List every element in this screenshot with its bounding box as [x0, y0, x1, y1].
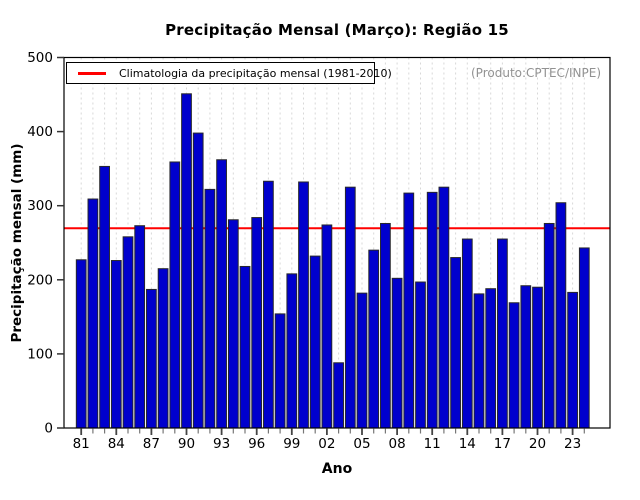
- bar-84: [110, 260, 122, 429]
- bar-95: [239, 265, 251, 429]
- bar-00: [298, 181, 309, 429]
- x-axis-title: Ano: [321, 461, 353, 477]
- x-tick-label: 11: [424, 436, 441, 452]
- y-tick-label: 400: [27, 124, 53, 140]
- x-tick-label: 02: [318, 436, 335, 452]
- bar-08: [391, 277, 403, 429]
- bar-16: [485, 288, 497, 429]
- bar-19: [520, 285, 532, 429]
- x-tick-label: 05: [353, 436, 370, 452]
- chart-title: Precipitação Mensal (Março): Região 15: [165, 21, 509, 39]
- x-tick-label: 23: [564, 436, 581, 452]
- bar-82: [87, 198, 99, 429]
- bar-11: [426, 191, 438, 429]
- bar-06: [368, 249, 380, 429]
- bar-97: [263, 180, 274, 429]
- bar-92: [204, 188, 216, 429]
- bar-02: [321, 224, 333, 429]
- x-tick-label: 14: [459, 436, 476, 452]
- x-tick-label: 20: [529, 436, 546, 452]
- bar-23: [567, 291, 578, 429]
- bar-94: [227, 219, 239, 429]
- x-tick-label: 93: [213, 436, 230, 452]
- bar-03: [333, 362, 344, 429]
- bar-12: [438, 186, 450, 429]
- x-tick-label: 87: [143, 436, 160, 452]
- y-tick-label: 200: [27, 272, 53, 288]
- y-tick-label: 0: [44, 421, 53, 437]
- bar-04: [344, 186, 356, 429]
- x-tick-label: 08: [389, 436, 406, 452]
- bar-93: [216, 159, 227, 429]
- bar-09: [403, 192, 415, 429]
- x-tick-label: 17: [494, 436, 511, 452]
- bar-88: [157, 268, 169, 429]
- bar-18: [508, 302, 520, 429]
- bar-83: [99, 165, 110, 429]
- bar-22: [555, 202, 567, 429]
- bars-group: [75, 93, 590, 429]
- x-tick-label: 84: [108, 436, 125, 452]
- bar-99: [286, 273, 298, 429]
- y-axis-ticks: 0 100 200 300 400 500: [27, 50, 64, 437]
- y-axis-title: Precipitação mensal (mm): [9, 143, 25, 343]
- bar-81: [75, 259, 87, 429]
- plot-frame: [63, 56, 611, 429]
- bar-07: [380, 222, 391, 429]
- legend: Climatologia da precipitação mensal (198…: [66, 62, 392, 84]
- bar-20: [532, 286, 543, 429]
- bar-89: [169, 161, 181, 429]
- x-axis-ticks: 81 84 87 90 93 96 99 02 05 08 11 14 17 20 23: [73, 428, 585, 452]
- bar-85: [122, 236, 134, 429]
- x-tick-label: 96: [248, 436, 265, 452]
- x-tick-label: 90: [178, 436, 195, 452]
- bar-10: [415, 281, 426, 429]
- x-tick-label: 81: [73, 436, 90, 452]
- y-tick-label: 100: [27, 346, 53, 362]
- bar-13: [450, 257, 461, 429]
- bar-21: [543, 222, 555, 429]
- bar-14: [461, 238, 473, 429]
- bar-05: [356, 292, 368, 429]
- bar-17: [497, 238, 508, 429]
- produto-annotation: (Produto:CPTEC/INPE): [471, 66, 601, 80]
- bar-15: [473, 293, 485, 429]
- bar-01: [309, 255, 321, 429]
- y-tick-label: 500: [27, 50, 53, 66]
- bar-87: [146, 288, 157, 429]
- y-tick-label: 300: [27, 198, 53, 214]
- legend-label: Climatologia da precipitação mensal (198…: [119, 66, 392, 80]
- bar-96: [251, 217, 263, 429]
- legend-line-sample: [78, 71, 106, 75]
- bar-98: [274, 313, 286, 429]
- bar-90: [181, 93, 192, 429]
- bar-24: [578, 247, 590, 429]
- bar-91: [192, 132, 204, 429]
- x-tick-label: 99: [283, 436, 300, 452]
- bar-86: [134, 225, 146, 429]
